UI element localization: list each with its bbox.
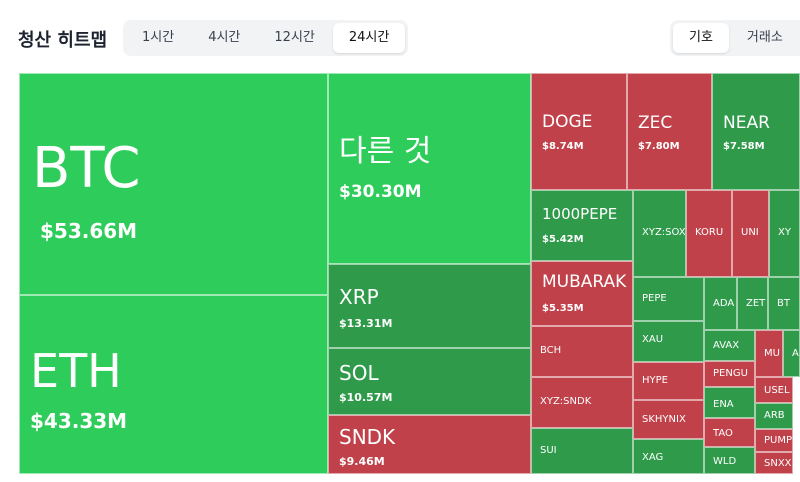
heatmap-tile[interactable]: UNI — [732, 190, 769, 277]
tile-label: BCH — [540, 345, 562, 356]
time-tab[interactable]: 1시간 — [142, 30, 175, 45]
time-range-tabs: 1시간 4시간 12시간 24시간 — [123, 20, 409, 56]
heatmap-tile[interactable]: ZET — [737, 277, 768, 330]
tile-label: ENA — [713, 399, 734, 410]
heatmap-tile[interactable]: AVAX — [704, 330, 755, 361]
heatmap-tile[interactable]: XY — [769, 190, 800, 277]
tile-value: $8.74M — [542, 141, 584, 152]
tile-label: PEPE — [642, 293, 667, 304]
tile-label: SKHYNIX — [642, 414, 686, 425]
heatmap-tile[interactable]: XAG — [633, 439, 704, 474]
tile-label: XAU — [642, 334, 664, 345]
heatmap-tile[interactable]: SKHYNIX — [633, 400, 704, 439]
heatmap-tile[interactable]: ZEC $7.80M — [627, 73, 712, 190]
tile-value: $13.31M — [339, 317, 393, 330]
tile-label: UNI — [741, 227, 759, 238]
heatmap-tile[interactable]: PUMP — [755, 429, 793, 452]
tile-label: PENGU — [713, 368, 748, 379]
heatmap-tile[interactable]: SNXX — [755, 452, 793, 474]
heatmap-tile[interactable]: KORU — [686, 190, 732, 277]
tile-label: SUI — [540, 445, 557, 456]
heatmap-tile[interactable]: USEL — [755, 377, 793, 403]
heatmap-tile[interactable]: PEPE — [633, 277, 704, 321]
tile-label: SNXX — [764, 458, 792, 469]
tile-label: HYPE — [642, 375, 668, 386]
heatmap-tile[interactable]: BCH — [531, 326, 633, 377]
tile-label: USEL — [764, 385, 790, 396]
tile-value: $7.80M — [638, 141, 680, 152]
tile-label: 1000PEPE — [542, 205, 618, 223]
tile-label: MU — [764, 348, 780, 359]
view-option[interactable]: 거래소 — [746, 30, 783, 45]
heatmap-tile[interactable]: 다른 것 $30.30M — [328, 73, 531, 264]
tile-label: XYZ:SNDK — [540, 396, 592, 407]
heatmap-tile[interactable]: NEAR $7.58M — [712, 73, 800, 190]
tile-label: A — [792, 348, 799, 359]
heatmap-tile[interactable]: HYPE — [633, 362, 704, 400]
tile-value: $9.46M — [339, 455, 385, 468]
heatmap-tile[interactable]: XAU — [633, 321, 704, 362]
time-tab[interactable]: 4시간 — [208, 30, 241, 45]
tile-label: DOGE — [542, 112, 593, 132]
tile-label: ADA — [713, 298, 735, 309]
time-tab[interactable]: 12시간 — [274, 30, 315, 45]
tile-label: MUBARAK — [542, 272, 627, 292]
tile-label: ZET — [746, 298, 766, 309]
tile-value: $30.30M — [339, 182, 422, 202]
tile-label: ETH — [30, 344, 122, 398]
tile-label: WLD — [713, 456, 737, 467]
heatmap-tile[interactable]: XRP $13.31M — [328, 264, 531, 348]
tile-label: SNDK — [339, 425, 396, 449]
tile-label: PUMP — [764, 435, 793, 446]
heatmap-tile[interactable]: MUBARAK $5.35M — [531, 261, 633, 326]
tile-label: KORU — [695, 227, 724, 238]
tile-label: XAG — [642, 452, 664, 463]
heatmap-tile[interactable]: A — [783, 330, 800, 377]
page-title: 청산 히트맵 — [18, 30, 108, 51]
tile-value: $43.33M — [30, 409, 128, 433]
tile-label: BTC — [32, 136, 141, 201]
tile-label: SOL — [339, 361, 379, 385]
time-tab[interactable]: 24시간 — [332, 23, 406, 53]
tile-label: BT — [777, 298, 790, 309]
heatmap-tile[interactable]: WLD — [704, 447, 755, 474]
tile-label: XRP — [339, 285, 379, 309]
heatmap-tile[interactable]: ADA — [704, 277, 737, 330]
heatmap-tile[interactable]: SUI — [531, 428, 633, 474]
heatmap-tile[interactable]: DOGE $8.74M — [531, 73, 627, 190]
heatmap-tile[interactable]: BT — [768, 277, 800, 330]
heatmap-tile[interactable]: TAO — [704, 418, 755, 447]
tile-value: $7.58M — [723, 141, 765, 152]
heatmap-tile[interactable]: ARB — [755, 403, 793, 429]
heatmap-tile[interactable]: ENA — [704, 387, 755, 418]
heatmap-tile[interactable]: MU — [755, 330, 783, 377]
tile-label: 다른 것 — [339, 134, 432, 169]
tile-label: AVAX — [713, 340, 740, 351]
heatmap-tile[interactable]: BTC $53.66M — [19, 73, 328, 295]
tile-value: $10.57M — [339, 391, 393, 404]
tile-label: XYZ:SOX — [642, 227, 686, 238]
tile-value: $53.66M — [40, 219, 138, 243]
view-toggle: 기호 거래소 — [670, 20, 800, 56]
heatmap-tile[interactable]: 1000PEPE $5.42M — [531, 190, 633, 261]
heatmap-tile[interactable]: SNDK $9.46M — [328, 415, 531, 474]
view-option[interactable]: 기호 — [673, 23, 729, 53]
tile-value: $5.42M — [542, 234, 584, 245]
heatmap-tile[interactable]: PENGU — [704, 361, 755, 387]
tile-label: XY — [778, 227, 791, 238]
tile-label: ZEC — [638, 113, 673, 133]
heatmap-tile[interactable]: XYZ:SOX — [633, 190, 686, 277]
tile-label: NEAR — [723, 113, 770, 133]
heatmap-tile[interactable]: XYZ:SNDK — [531, 377, 633, 428]
tile-label: ARB — [764, 410, 785, 421]
tile-label: TAO — [713, 428, 733, 439]
heatmap-tile[interactable]: SOL $10.57M — [328, 348, 531, 415]
heatmap-tile[interactable]: ETH $43.33M — [19, 295, 328, 474]
tile-value: $5.35M — [542, 303, 584, 314]
